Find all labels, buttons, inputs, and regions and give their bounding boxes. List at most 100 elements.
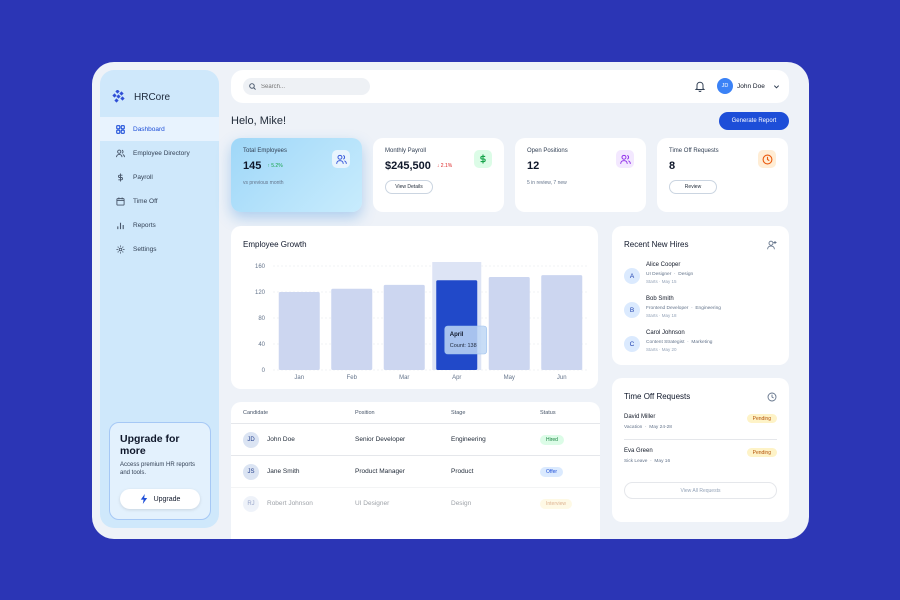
stat-value-number: 145 — [243, 160, 262, 172]
bell-icon[interactable] — [694, 80, 706, 92]
dollar-icon — [118, 172, 123, 182]
column-header-position[interactable]: Position — [355, 410, 375, 416]
chart-title: Employee Growth — [243, 240, 307, 249]
list-item[interactable]: A Alice Cooper UI Designer · Design Star… — [624, 260, 784, 290]
employee-growth-chart: 0 40 80 120 160 Jan Feb Mar Apr May Jun April Count:… — [255, 262, 588, 381]
candidate-name: Robert Johnson — [267, 500, 313, 507]
sidebar-item-reports[interactable]: Reports — [100, 213, 219, 237]
hire-role: UI Designer — [646, 272, 672, 277]
bar-jan — [278, 292, 320, 370]
add-user-icon[interactable] — [767, 240, 777, 250]
sidebar-nav: Dashboard Employee Directory Payroll Tim… — [100, 117, 219, 261]
column-header-stage[interactable]: Stage — [451, 410, 466, 416]
logo-icon — [112, 90, 125, 103]
search-box[interactable] — [243, 78, 370, 95]
view-all-requests-button[interactable]: View All Requests — [624, 482, 777, 499]
lightning-icon — [140, 494, 147, 504]
hire-name: Alice Cooper — [646, 262, 681, 268]
view-details-button[interactable]: View Details — [385, 180, 433, 194]
generate-report-button[interactable]: Generate Report — [719, 112, 789, 130]
request-name: Eva Green — [624, 448, 653, 454]
y-tick-label: 40 — [258, 342, 265, 348]
user-avatar[interactable]: JD — [717, 78, 733, 94]
stat-sub: vs previous month — [243, 180, 284, 186]
top-bar: JD John Doe — [231, 70, 789, 103]
hire-meta: UI Designer · Design — [646, 272, 694, 277]
user-name[interactable]: John Doe — [737, 83, 765, 90]
stat-card-time-off-requests: Time Off Requests 8 Review — [657, 138, 788, 212]
clock-icon — [758, 150, 776, 168]
stat-card-open-positions: Open Positions 12 5 in review, 7 new — [515, 138, 646, 212]
hire-start: Starts · May 15 — [646, 279, 677, 284]
sidebar-item-label: Dashboard — [133, 125, 165, 133]
sidebar-item-label: Employee Directory — [133, 149, 190, 157]
request-dates: May 16 — [654, 459, 671, 464]
y-tick-label: 0 — [262, 368, 266, 374]
upgrade-title: Upgrade for more — [120, 433, 180, 457]
list-item[interactable]: David Miller Vacation · May 24-28 Pendin… — [624, 414, 777, 446]
candidate-position: Product Manager — [355, 468, 405, 475]
recent-hires-card: Recent New Hires A Alice Cooper UI Desig… — [612, 226, 789, 365]
status-badge: Hired — [540, 435, 564, 445]
list-item[interactable]: B Bob Smith Frontend Developer · Enginee… — [624, 294, 784, 324]
sidebar-item-label: Payroll — [133, 173, 153, 181]
stat-label: Open Positions — [527, 148, 568, 154]
candidate-avatar: JS — [243, 464, 259, 480]
request-name: David Miller — [624, 414, 656, 420]
users-icon — [116, 149, 125, 157]
x-tick-label: May — [504, 375, 515, 381]
candidate-stage: Engineering — [451, 436, 486, 443]
stat-value: 8 — [669, 160, 776, 172]
grid-icon — [116, 124, 125, 134]
column-header-status[interactable]: Status — [540, 410, 556, 416]
x-tick-label: Jan — [294, 375, 304, 381]
time-off-title: Time Off Requests — [624, 392, 691, 401]
review-button[interactable]: Review — [669, 180, 717, 194]
tooltip-value: Count: 138 — [450, 343, 477, 349]
users-icon — [616, 150, 634, 168]
x-tick-label: Feb — [347, 375, 358, 381]
brand[interactable]: HRCore — [112, 90, 170, 104]
chevron-down-icon[interactable] — [773, 83, 780, 90]
search-icon — [249, 83, 256, 90]
list-item[interactable]: C Carol Johnson Content Strategist · Mar… — [624, 328, 784, 358]
sidebar-item-settings[interactable]: Settings — [100, 237, 219, 261]
stat-label: Monthly Payroll — [385, 148, 427, 154]
upgrade-text: Access premium HR reports and tools. — [120, 462, 196, 476]
sidebar-item-employee-directory[interactable]: Employee Directory — [100, 141, 219, 165]
request-dates: May 24-28 — [649, 425, 672, 430]
sidebar-item-payroll[interactable]: Payroll — [100, 165, 219, 189]
hire-start: Starts · May 18 — [646, 313, 677, 318]
bar-may — [488, 277, 530, 370]
list-item[interactable]: Eva Green Sick Leave · May 16 Pending — [624, 448, 777, 480]
sidebar-item-dashboard[interactable]: Dashboard — [100, 117, 219, 141]
sidebar-item-label: Reports — [133, 221, 156, 229]
x-tick-label: Mar — [399, 375, 409, 381]
candidate-stage: Product — [451, 468, 474, 475]
sidebar-item-time-off[interactable]: Time Off — [100, 189, 219, 213]
hire-meta: Frontend Developer · Engineering — [646, 306, 721, 311]
column-header-candidate[interactable]: Candidate — [243, 410, 269, 416]
stat-label: Time Off Requests — [669, 148, 719, 154]
hire-dept: Design — [678, 272, 694, 277]
gear-icon — [116, 245, 125, 253]
x-tick-label: Jun — [557, 375, 567, 381]
table-row[interactable]: RJ Robert Johnson UI Designer Design Int… — [231, 487, 600, 520]
stat-value-number: $245,500 — [385, 160, 431, 172]
tooltip-box — [444, 325, 488, 355]
status-badge: Interview — [540, 499, 573, 509]
hire-dept: Engineering — [695, 306, 721, 311]
recent-hires-title: Recent New Hires — [624, 240, 689, 249]
trend-down: ↓ 2.1% — [436, 163, 453, 169]
upgrade-button[interactable]: Upgrade — [120, 489, 200, 509]
hire-role: Frontend Developer — [646, 306, 689, 311]
status-badge: Pending — [746, 448, 777, 457]
y-tick-label: 80 — [258, 316, 265, 322]
stat-label: Total Employees — [243, 148, 288, 154]
candidate-stage: Design — [451, 500, 472, 507]
table-row[interactable]: JS Jane Smith Product Manager Product Of… — [231, 455, 600, 488]
table-row[interactable]: JD John Doe Senior Developer Engineering… — [231, 423, 600, 456]
calendar-icon — [116, 197, 125, 206]
candidate-avatar: RJ — [243, 496, 259, 512]
search-input[interactable] — [261, 83, 361, 90]
